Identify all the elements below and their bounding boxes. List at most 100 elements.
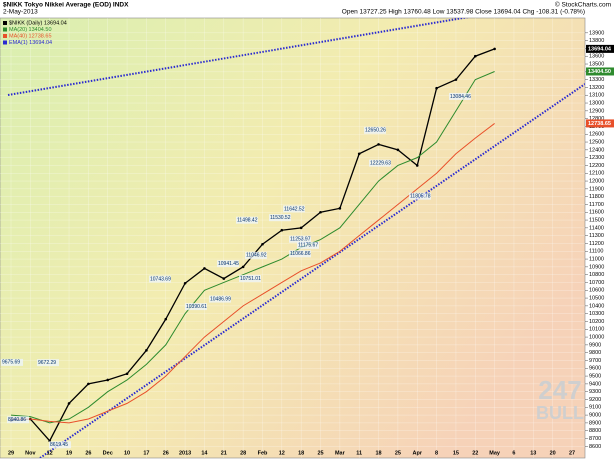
price-point: [87, 382, 90, 386]
x-tick-label: May: [489, 450, 501, 456]
x-tick-label: Apr: [412, 450, 422, 456]
y-tick-label: 12900: [589, 108, 604, 114]
annotation-box: [289, 235, 311, 243]
x-tick-label: 6: [512, 450, 515, 456]
y-tick-label: 11300: [589, 233, 604, 239]
y-tick-label: 10100: [589, 327, 604, 333]
annotation: 9675.69: [2, 360, 20, 366]
x-tick-label: 17: [143, 450, 149, 456]
credit: © StockCharts.com: [555, 1, 611, 9]
price-point: [299, 226, 303, 230]
price-point: [203, 267, 206, 270]
price-point: [319, 210, 322, 214]
annotation-box: [239, 274, 261, 282]
legend-label: EMA(1) 13694.04: [9, 40, 52, 46]
y-tick-label: 13200: [589, 85, 604, 91]
price-tag-label: 13694.04: [588, 46, 612, 52]
annotation: 11498.42: [237, 218, 258, 224]
price-point: [183, 281, 187, 285]
price-point: [222, 277, 226, 280]
chart-title: $NIKK Tokyo Nikkei Average (EOD) INDX: [3, 2, 129, 9]
marks: 9675.69 9672.29 8940.86 8619.45 10743.69 1039…: [1, 47, 496, 449]
annotation-box: [1, 358, 23, 366]
x-tick-label: 25: [395, 450, 401, 456]
annotation-box: [289, 250, 311, 258]
y-tick-label: 11600: [589, 210, 604, 216]
legend-label: MA(40) 12738.65: [9, 33, 52, 39]
y-tick-label: 8900: [589, 420, 601, 426]
annotation: 13084.46: [450, 94, 471, 100]
price-tag-label: 12738.65: [588, 121, 611, 127]
y-tick-label: 11200: [589, 241, 604, 247]
annotation-box: [49, 441, 71, 449]
x-tick-label: 14: [201, 450, 208, 456]
x-tick-label: 25: [317, 450, 323, 456]
y-tick-label: 10800: [589, 272, 604, 278]
x-tick-label: 10: [124, 450, 130, 456]
series-line: [11, 123, 495, 424]
x-tick-label: 11: [356, 450, 362, 456]
y-tick-label: 9600: [589, 366, 601, 372]
price-point: [125, 372, 129, 376]
annotation-box: [283, 205, 305, 213]
x-tick-label: 18: [298, 450, 304, 456]
price-point: [493, 47, 496, 51]
y-tick-label: 11700: [589, 202, 604, 208]
price-tag: [586, 119, 614, 128]
x-tick-label: 26: [163, 450, 169, 456]
y-tick-label: 12300: [589, 155, 604, 161]
y-tick-label: 9300: [589, 389, 601, 395]
annotation: 11046.92: [246, 253, 267, 259]
x-tick-label: Dec: [103, 450, 113, 456]
y-tick-label: 10500: [589, 296, 604, 302]
y-tick-label: 13000: [589, 100, 604, 106]
legend-swatch: [3, 34, 7, 38]
x-tick-label: 19: [66, 450, 72, 456]
price-tag: [586, 67, 614, 76]
y-tick-label: 11900: [589, 186, 604, 192]
annotation-box: [297, 241, 319, 249]
legend-label: MA(20) 13404.50: [9, 27, 52, 33]
annotation: 10486.99: [210, 296, 231, 302]
annotation-box: [245, 251, 267, 259]
price-point: [145, 349, 148, 352]
y-tick-label: 9000: [589, 413, 601, 419]
annotation-box: [209, 295, 231, 303]
legend-swatch: [3, 21, 7, 25]
y-tick-label: 9700: [589, 358, 601, 364]
price-tag-label: 13404.50: [588, 69, 611, 75]
y-tick-label: 12800: [589, 116, 604, 122]
price-point: [357, 152, 361, 156]
x-tick-label: 26: [85, 450, 91, 456]
y-tick-label: 11800: [589, 194, 604, 200]
annotation: 12229.63: [370, 160, 391, 166]
annotation-box: [236, 216, 258, 224]
x-tick-label: 13: [530, 450, 536, 456]
y-tick-label: 12400: [589, 147, 604, 153]
y-tick-label: 9100: [589, 405, 601, 411]
watermark: 247: [538, 375, 581, 405]
y-tick-label: 9900: [589, 342, 601, 348]
annotation-box: [449, 92, 471, 100]
annotation: 8940.86: [8, 417, 26, 423]
price-point: [241, 265, 245, 269]
annotation-box: [149, 275, 171, 283]
y-tick-label: 10600: [589, 288, 604, 294]
y-tick-label: 11000: [589, 257, 604, 263]
price-point: [338, 207, 342, 210]
y-tick-label: 11100: [589, 249, 603, 255]
annotation: 12650.26: [365, 128, 386, 134]
annotation-box: [37, 359, 59, 367]
annotation: 10751.01: [240, 276, 261, 282]
x-tick-label: 29: [8, 450, 14, 456]
x-tick-label: 2013: [179, 450, 191, 456]
x-tick-label: 27: [569, 450, 575, 456]
date: 2-May-2013: [3, 9, 38, 16]
price-point: [67, 402, 71, 405]
annotation-box: [369, 159, 391, 167]
annotation: 11175.67: [298, 243, 318, 249]
y-tick-label: 9500: [589, 374, 601, 380]
x-tick-label: 20: [550, 450, 556, 456]
annotation: 11066.86: [290, 251, 311, 257]
